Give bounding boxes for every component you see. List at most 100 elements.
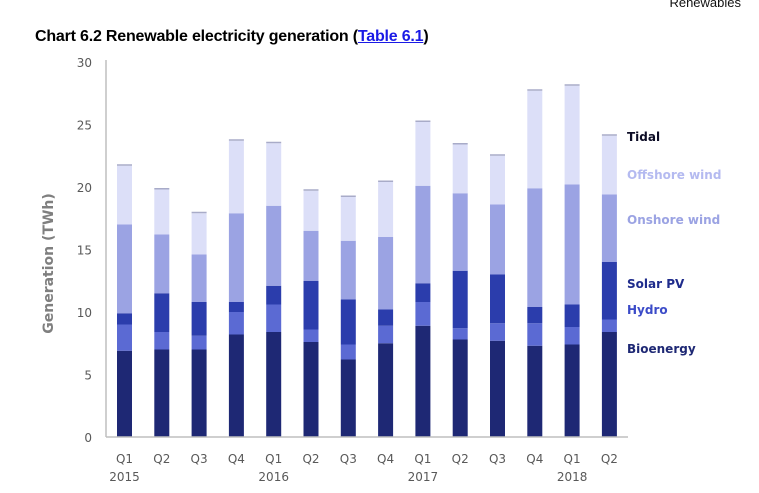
- bar-segment-bioenergy: [452, 339, 468, 437]
- bar-segment-hydro: [340, 344, 356, 360]
- x-tick-label: Q4: [377, 452, 394, 466]
- bar-segment-tidal: [527, 89, 543, 91]
- bar-segment-bioenergy: [228, 334, 244, 437]
- bar-segment-hydro: [228, 312, 244, 335]
- bar-segment-onshore-wind: [527, 188, 543, 307]
- x-tick-label: Q2: [153, 452, 170, 466]
- section-header-label: Renewables: [669, 0, 741, 10]
- legend-item-solar-pv: Solar PV: [627, 277, 685, 291]
- bar-segment-tidal: [154, 188, 170, 190]
- bar-stack: [601, 134, 617, 437]
- bar-segment-onshore-wind: [564, 184, 580, 305]
- bar-segment-offshore-wind: [601, 135, 617, 195]
- x-axis-ticks: Q1 2015 Q2 Q3 Q4 Q1 2016 Q2 Q3 Q4 Q1 2017 Q2 Q3 Q4 Q1 20…: [109, 452, 618, 484]
- bar-stack: [527, 89, 543, 437]
- bar-stack: [303, 189, 319, 437]
- bar-segment-solar-pv: [117, 313, 132, 325]
- bar-segment-hydro: [601, 319, 617, 332]
- y-tick-label: 15: [77, 244, 92, 258]
- bar-segment-onshore-wind: [154, 234, 170, 294]
- bar-stack: [415, 120, 431, 437]
- bar-segment-tidal: [564, 84, 580, 86]
- y-axis-label: Generation (TWh): [41, 193, 57, 334]
- x-tick-label: Q2: [601, 452, 618, 466]
- bar-segment-onshore-wind: [191, 254, 207, 302]
- bar-segment-bioenergy: [340, 359, 356, 437]
- bar-segment-hydro: [117, 324, 132, 351]
- x-tick-year-label: 2015: [109, 470, 140, 484]
- legend: Tidal Offshore wind Onshore wind Solar PV Hy…: [627, 130, 721, 356]
- bar-segment-bioenergy: [601, 332, 617, 437]
- bar-segment-hydro: [415, 302, 431, 326]
- x-tick-label: Q4: [228, 452, 245, 466]
- x-tick-label: Q3: [489, 452, 506, 466]
- bar-segment-solar-pv: [452, 270, 468, 329]
- bar-segment-bioenergy: [564, 344, 580, 437]
- table-link[interactable]: Table 6.1: [357, 28, 424, 45]
- x-tick-label: Q2: [452, 452, 469, 466]
- bar-segment-onshore-wind: [340, 240, 356, 300]
- y-axis-ticks: 0 5 10 15 20 25 30: [77, 56, 92, 445]
- y-tick-label: 20: [77, 181, 92, 195]
- x-tick-label: Q4: [526, 452, 543, 466]
- y-tick-label: 25: [77, 119, 92, 133]
- x-tick-label: Q1: [564, 452, 581, 466]
- bar-segment-offshore-wind: [191, 213, 207, 255]
- bar-segment-solar-pv: [564, 304, 580, 327]
- bar-segment-offshore-wind: [415, 122, 431, 186]
- bar-segment-offshore-wind: [266, 143, 282, 206]
- bar-segment-hydro: [303, 329, 319, 342]
- x-tick-label: Q3: [340, 452, 357, 466]
- bar-stack: [228, 139, 244, 437]
- bar-segment-bioenergy: [191, 349, 207, 437]
- bar-segment-bioenergy: [527, 345, 543, 437]
- legend-item-tidal: Tidal: [627, 130, 660, 144]
- bar-segment-bioenergy: [266, 332, 282, 437]
- bar-segment-solar-pv: [490, 274, 505, 324]
- bar-segment-tidal: [452, 143, 468, 145]
- bar-segment-onshore-wind: [415, 185, 431, 284]
- bar-segment-tidal: [191, 211, 207, 214]
- bar-stack: [266, 141, 282, 437]
- bar-segment-tidal: [601, 134, 617, 136]
- x-tick-label: Q1: [414, 452, 431, 466]
- bar-segment-solar-pv: [191, 302, 207, 336]
- bar-segment-offshore-wind: [154, 189, 170, 235]
- bar-segment-solar-pv: [378, 309, 394, 326]
- bar-segment-onshore-wind: [303, 230, 319, 281]
- bar-segment-solar-pv: [527, 307, 543, 324]
- bar-segment-tidal: [340, 195, 356, 197]
- bar-stack: [340, 195, 356, 437]
- bar-segment-solar-pv: [228, 302, 244, 312]
- bar-segment-tidal: [117, 164, 132, 166]
- legend-item-bioenergy: Bioenergy: [627, 342, 696, 356]
- bar-segment-tidal: [490, 154, 505, 156]
- y-tick-label: 30: [77, 56, 92, 70]
- bar-segment-onshore-wind: [378, 237, 394, 310]
- bar-stack: [452, 143, 468, 437]
- bar-segment-offshore-wind: [303, 190, 319, 231]
- x-tick-year-label: 2018: [557, 470, 588, 484]
- bar-segment-hydro: [490, 323, 505, 341]
- bar-segment-onshore-wind: [266, 205, 282, 286]
- bar-segment-solar-pv: [266, 285, 282, 305]
- bar-segment-offshore-wind: [378, 182, 394, 237]
- chart-title: Chart 6.2 Renewable electricity generati…: [35, 28, 429, 46]
- bar-stack: [378, 180, 394, 437]
- bar-stack: [154, 188, 170, 437]
- bar-segment-offshore-wind: [340, 197, 356, 241]
- y-tick-label: 0: [84, 431, 92, 445]
- x-tick-year-label: 2017: [408, 470, 439, 484]
- bar-segment-offshore-wind: [452, 144, 468, 194]
- bar-segment-offshore-wind: [490, 155, 505, 205]
- bar-segment-tidal: [415, 120, 431, 122]
- bar-segment-bioenergy: [378, 343, 394, 437]
- bar-stack: [117, 164, 132, 437]
- bar-segment-solar-pv: [303, 280, 319, 330]
- bar-segment-offshore-wind: [117, 165, 132, 225]
- bar-segment-offshore-wind: [228, 140, 244, 214]
- bar-segment-tidal: [228, 139, 244, 141]
- x-tick-label: Q1: [265, 452, 282, 466]
- bar-segment-solar-pv: [340, 299, 356, 345]
- x-tick-label: Q1: [116, 452, 133, 466]
